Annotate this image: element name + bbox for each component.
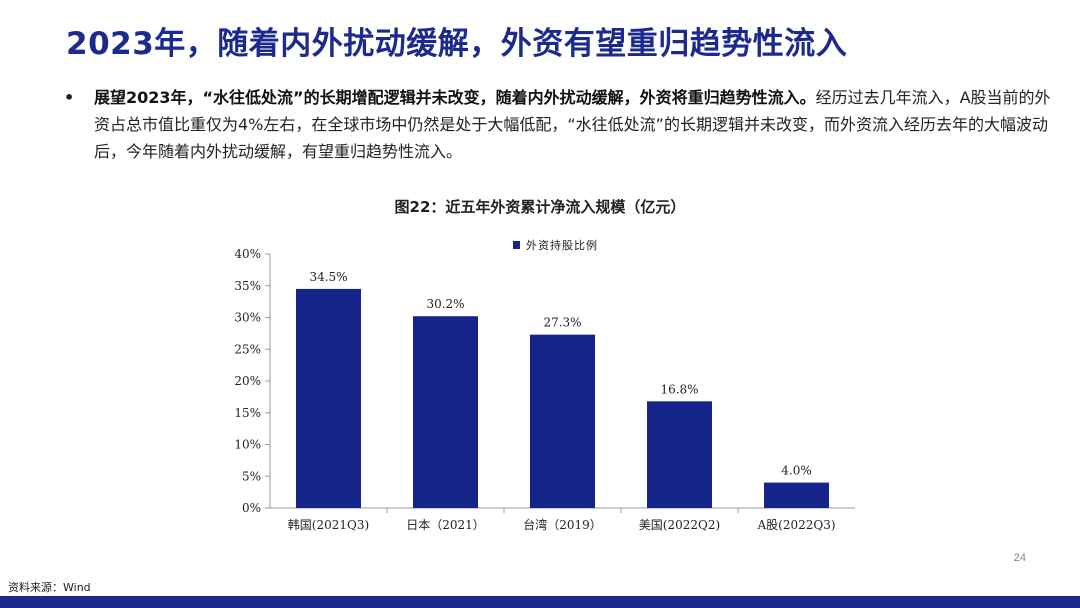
x-tick-label: 韩国(2021Q3)	[288, 517, 369, 532]
x-tick-label: A股(2022Q3)	[756, 518, 835, 532]
x-tick-label: 台湾（2019）	[523, 517, 602, 532]
data-label: 34.5%	[309, 270, 347, 284]
legend-label: 外资持股比例	[526, 238, 598, 252]
y-tick-label: 30%	[234, 311, 261, 325]
y-tick-label: 0%	[242, 501, 261, 515]
bar-chart: 0% 5% 10% 15% 20% 25% 30% 35% 40% 34.5% 韩国(2021Q3)…	[234, 238, 855, 532]
x-tick-label: 美国(2022Q2)	[639, 518, 720, 532]
chart-caption: 图22：近五年外资累计净流入规模（亿元）	[394, 198, 686, 216]
bar	[530, 334, 595, 508]
y-tick-label: 20%	[234, 374, 261, 388]
data-label: 27.3%	[543, 316, 581, 330]
y-tick-label: 40%	[234, 247, 261, 261]
data-label: 4.0%	[781, 464, 812, 478]
page-number: 24	[1013, 552, 1026, 564]
bar	[647, 401, 712, 508]
y-tick-label: 10%	[234, 438, 261, 452]
footer-bar	[0, 596, 1080, 608]
bullet-paragraph: • 展望2023年，“水往低处流”的长期增配逻辑并未改变，随着内外扰动缓解，外资…	[64, 84, 1054, 165]
bullet-marker: •	[64, 88, 75, 107]
slide-title: 2023年，随着内外扰动缓解，外资有望重归趋势性流入	[66, 26, 848, 62]
data-label: 30.2%	[426, 297, 464, 311]
bullet-text: 展望2023年，“水往低处流”的长期增配逻辑并未改变，随着内外扰动缓解，外资将重…	[94, 84, 1054, 165]
y-tick-label: 5%	[242, 469, 261, 483]
y-tick-label: 15%	[234, 406, 261, 420]
bullet-bold-text: 展望2023年，“水往低处流”的长期增配逻辑并未改变，随着内外扰动缓解，外资将重…	[94, 88, 816, 107]
data-label: 16.8%	[660, 382, 698, 396]
bullet-body-text: 经历过去几年流入，A股当前的外资占总市值比重仅为4%左右，在全球市场中仍然是处于…	[94, 88, 1051, 161]
y-tick-label: 25%	[234, 342, 261, 356]
y-tick-label: 35%	[234, 279, 261, 293]
bar	[296, 288, 361, 508]
bar	[764, 482, 829, 508]
x-tick-label: 日本（2021）	[406, 518, 485, 532]
bar	[413, 316, 478, 508]
legend-swatch	[513, 241, 520, 249]
source-note: 资料来源：Wind	[8, 581, 91, 594]
